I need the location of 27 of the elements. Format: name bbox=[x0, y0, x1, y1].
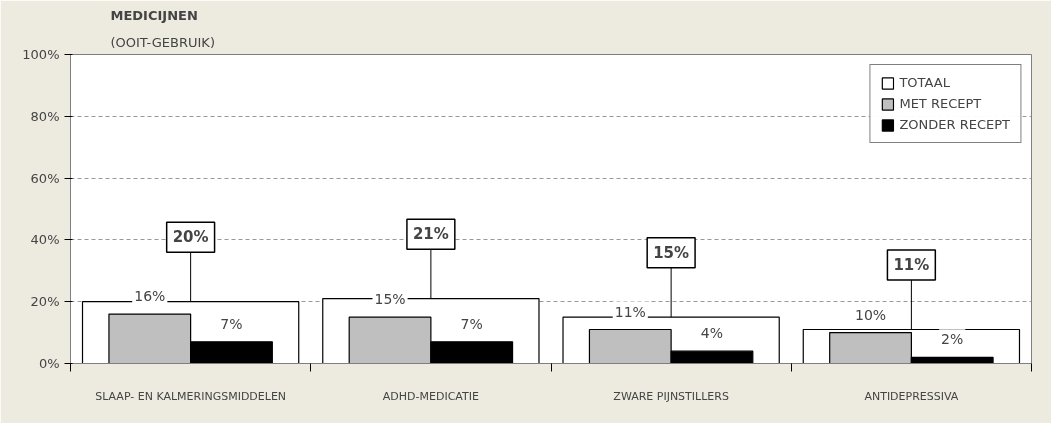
y-tick-label: 0% bbox=[38, 356, 60, 371]
data-label: 15% bbox=[653, 243, 690, 262]
data-label: 4% bbox=[700, 325, 724, 342]
x-tick-label: ADHD-MEDICATIE bbox=[382, 389, 479, 403]
data-label: 10% bbox=[854, 306, 887, 323]
x-tick-label: ANTIDEPRESSIVA bbox=[864, 389, 959, 403]
data-label: 21% bbox=[412, 225, 449, 244]
data-label: 7% bbox=[220, 315, 243, 332]
data-label: 2% bbox=[941, 331, 964, 348]
y-tick-label: 40% bbox=[30, 232, 60, 248]
data-label: 11% bbox=[893, 256, 930, 275]
chart-subtitle: (OOIT-GEBRUIK) bbox=[110, 34, 215, 50]
y-tick-label: 20% bbox=[30, 294, 60, 310]
x-tick-label: ZWARE PIJNSTILLERS bbox=[613, 389, 729, 403]
chart-title: MEDICIJNEN bbox=[110, 7, 198, 23]
data-label: 20% bbox=[172, 228, 209, 247]
legend-label: MET RECEPT bbox=[899, 96, 982, 111]
y-tick-label: 80% bbox=[30, 108, 60, 124]
data-label: 15% bbox=[374, 291, 406, 308]
data-label: 11% bbox=[614, 303, 646, 320]
y-tick-label: 100% bbox=[22, 47, 60, 62]
data-label: 7% bbox=[460, 315, 483, 332]
legend-label: ZONDER RECEPT bbox=[899, 117, 1010, 132]
data-label: 16% bbox=[134, 288, 166, 305]
legend-label: TOTAAL bbox=[899, 75, 950, 90]
x-tick-label: SLAAP- EN KALMERINGSMIDDELEN bbox=[95, 389, 287, 403]
y-tick-label: 60% bbox=[30, 170, 60, 186]
